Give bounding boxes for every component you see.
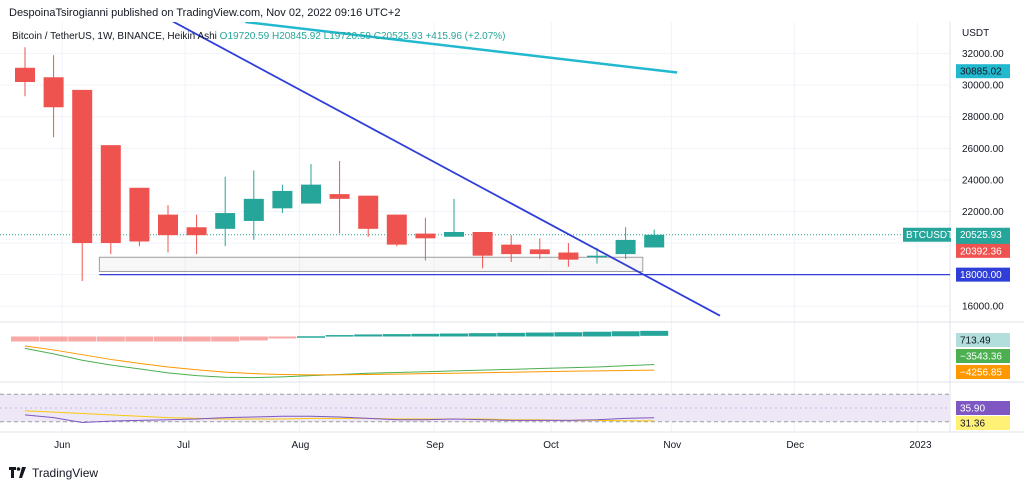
- y-tick-label: 22000.00: [962, 207, 1004, 218]
- macd-histogram-bar: [182, 336, 211, 342]
- macd-histogram-bar: [640, 330, 669, 336]
- candle-body: [501, 244, 522, 255]
- candle-body: [186, 227, 207, 236]
- price-tag: 30885.02: [960, 67, 1002, 78]
- symbol-legend: Bitcoin / TetherUS, 1W, BINANCE, Heikin …: [12, 31, 506, 42]
- candle-body: [329, 194, 350, 199]
- candle-body: [272, 190, 293, 209]
- x-tick-label: Jul: [177, 440, 190, 451]
- legend-c: C20525.93: [371, 31, 423, 42]
- macd-histogram-bar: [583, 331, 611, 337]
- legend-l: L19720.59: [321, 31, 371, 42]
- macd-histogram-bar: [468, 333, 497, 337]
- candle-body: [129, 187, 150, 242]
- candle-body: [415, 233, 436, 239]
- rsi-tag-bg: [956, 401, 1010, 415]
- x-tick-label: Sep: [426, 440, 444, 451]
- y-tick-label: 28000.00: [962, 112, 1004, 123]
- candle-body: [43, 77, 64, 108]
- candle-body: [615, 239, 636, 255]
- candle-body: [15, 67, 35, 82]
- macd-histogram-bar: [297, 336, 325, 338]
- macd-histogram-bar: [411, 333, 440, 337]
- y-tick-label: 32000.00: [962, 49, 1004, 60]
- x-tick-label: Jun: [54, 440, 70, 451]
- x-tick-label: 2023: [909, 440, 932, 451]
- rsi-tag-bg: [956, 416, 1010, 430]
- macd-histogram-bar: [11, 336, 39, 342]
- macd-tag: −3543.36: [960, 352, 1002, 363]
- macd-histogram-bar: [268, 336, 297, 339]
- macd-tag-bg: [956, 349, 1010, 363]
- macd-line: [24, 347, 655, 379]
- macd-tag-bg: [956, 333, 1010, 347]
- x-tick-label: Aug: [292, 440, 310, 451]
- footer: TradingView: [9, 466, 98, 480]
- y-tick-label: 16000.00: [962, 302, 1004, 313]
- macd-histogram-bar: [440, 333, 468, 337]
- macd-histogram-bar: [68, 336, 97, 342]
- macd-histogram-bar: [239, 336, 268, 341]
- candle-body: [301, 184, 321, 204]
- macd-histogram-bar: [39, 336, 68, 342]
- rsi-tag: 35.90: [960, 404, 985, 415]
- descending-trendline: [171, 22, 721, 317]
- macd-histogram-bar: [96, 336, 125, 342]
- candle-body: [100, 145, 121, 244]
- price-tag: 20525.93: [960, 230, 1002, 241]
- macd-tag: −4256.85: [960, 368, 1002, 379]
- price-tag: 20392.36: [960, 246, 1002, 257]
- candle-body: [529, 249, 550, 255]
- candle-body: [158, 214, 178, 236]
- footer-brand: TradingView: [32, 466, 99, 480]
- range-box: [98, 256, 644, 272]
- macd-histogram-bar: [125, 336, 154, 342]
- macd-histogram-bar: [382, 334, 411, 337]
- price-tag-bg: [956, 64, 1010, 79]
- upper-trendline: [245, 22, 678, 74]
- candle-body: [644, 234, 665, 248]
- candle-body: [72, 89, 93, 244]
- macd-histogram-bar: [497, 332, 526, 337]
- x-tick-label: Dec: [786, 440, 804, 451]
- x-tick-label: Oct: [543, 440, 559, 451]
- rsi-line: [24, 414, 655, 423]
- publisher-line: DespoinaTsirogianni published on Trading…: [9, 7, 401, 19]
- macd-histogram-bar: [611, 331, 640, 337]
- rsi-tag: 31.36: [960, 419, 985, 430]
- legend-o: O19720.59: [217, 31, 270, 42]
- y-tick-label: 30000.00: [962, 81, 1004, 92]
- trading-chart[interactable]: 16000.0018000.0020000.0022000.0024000.00…: [0, 22, 1024, 458]
- macd-histogram-bar: [354, 334, 383, 337]
- candle-body: [215, 213, 236, 229]
- macd-histogram-bar: [525, 332, 554, 337]
- candle-body: [558, 252, 579, 260]
- price-tag: 18000.00: [960, 270, 1002, 281]
- candle-body: [444, 232, 464, 237]
- signal-line: [24, 345, 655, 376]
- candle-body: [243, 198, 264, 221]
- macd-histogram-bar: [554, 332, 583, 337]
- y-tick-label: 26000.00: [962, 144, 1004, 155]
- macd-tag-bg: [956, 365, 1010, 379]
- symbol-tag: BTCUSDT: [906, 230, 953, 241]
- macd-histogram-bar: [325, 335, 354, 337]
- x-tick-label: Nov: [663, 440, 681, 451]
- legend-name: Bitcoin / TetherUS, 1W, BINANCE, Heikin …: [12, 31, 217, 42]
- legend-change: +415.96 (+2.07%): [423, 31, 506, 42]
- currency-label: USDT: [962, 28, 989, 39]
- legend-h: H20845.92: [269, 31, 321, 42]
- symbol-tag-bg: [903, 227, 951, 242]
- candle-body: [358, 195, 379, 229]
- candle-body: [472, 232, 493, 256]
- candle-body: [587, 255, 607, 258]
- macd-histogram-bar: [211, 336, 240, 342]
- macd-histogram-bar: [154, 336, 182, 342]
- price-tag-bg: [956, 267, 1010, 282]
- macd-tag: 713.49: [960, 336, 991, 347]
- price-tag-bg: [956, 243, 1010, 258]
- tradingview-logo-icon: [9, 467, 26, 478]
- candle-body: [386, 214, 407, 245]
- y-tick-label: 24000.00: [962, 175, 1004, 186]
